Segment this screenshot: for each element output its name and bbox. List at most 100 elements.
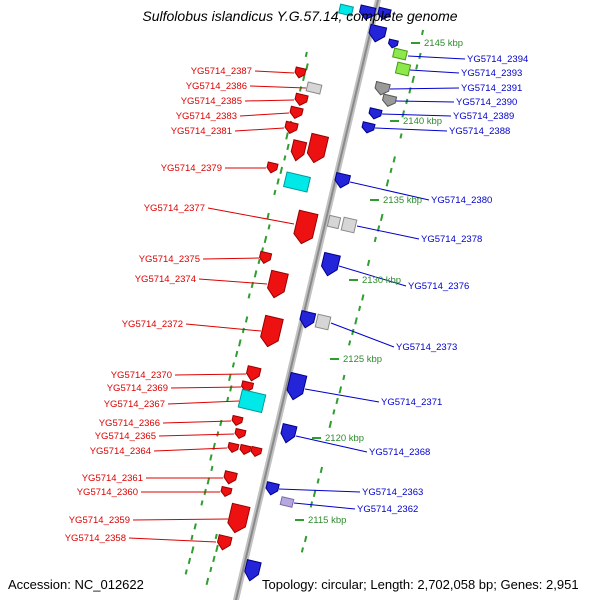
gene-YG5714_2386[interactable] [305,81,323,95]
gene-label-YG5714_2362[interactable]: YG5714_2362 [357,504,418,515]
gene-glyph[interactable] [220,485,233,498]
gene-glyph[interactable] [368,107,383,120]
gene-YG5714_2377[interactable] [292,209,319,246]
gene-glyph[interactable] [216,534,233,552]
gene-glyph[interactable] [298,310,317,330]
gene-label-YG5714_2370[interactable]: YG5714_2370 [111,370,172,381]
gene-glyph[interactable] [367,23,388,43]
gene-YG5714_2363[interactable] [265,481,280,496]
gene-glyph[interactable] [326,214,342,230]
gene-glyph[interactable] [279,496,295,508]
gene-YG5714_2359[interactable] [226,502,251,534]
gene-glyph[interactable] [240,380,255,393]
gene-YG5714_2360[interactable] [220,485,233,498]
gene-YG5714_2389[interactable] [368,107,383,120]
gene-glyph[interactable] [394,61,412,77]
gene-YG5714_2388[interactable] [361,121,376,134]
gene-YG5714_2378[interactable] [340,216,358,234]
gene-YG5714_2376[interactable] [320,251,341,277]
gene-label-YG5714_2389[interactable]: YG5714_2389 [453,111,514,122]
gene-label-YG5714_2381[interactable]: YG5714_2381 [171,126,232,137]
gene-label-YG5714_2368[interactable]: YG5714_2368 [369,447,430,458]
gene-unlabeled[interactable] [289,139,308,162]
gene-label-YG5714_2364[interactable]: YG5714_2364 [90,446,151,457]
gene-glyph[interactable] [279,423,298,445]
gene-label-YG5714_2361[interactable]: YG5714_2361 [82,473,143,484]
gene-YG5714_2381[interactable] [284,120,299,134]
gene-glyph[interactable] [381,93,398,108]
gene-unlabeled[interactable] [282,171,312,193]
gene-YG5714_2374[interactable] [266,269,289,299]
gene-unlabeled[interactable] [239,443,252,456]
gene-label-YG5714_2359[interactable]: YG5714_2359 [69,515,130,526]
gene-YG5714_2394[interactable] [392,47,408,61]
gene-YG5714_2370[interactable] [245,365,262,383]
gene-YG5714_2373[interactable] [314,313,332,331]
gene-glyph[interactable] [266,161,279,174]
gene-glyph[interactable] [237,388,267,414]
gene-glyph[interactable] [289,105,304,119]
gene-glyph[interactable] [314,313,332,331]
gene-glyph[interactable] [294,66,307,79]
gene-label-YG5714_2358[interactable]: YG5714_2358 [65,533,126,544]
gene-unlabeled[interactable] [367,23,388,43]
gene-glyph[interactable] [306,132,330,164]
gene-glyph[interactable] [338,3,354,17]
gene-label-YG5714_2385[interactable]: YG5714_2385 [181,96,242,107]
gene-glyph[interactable] [392,47,408,61]
gene-YG5714_2390[interactable] [381,93,398,108]
gene-glyph[interactable] [377,6,392,20]
gene-unlabeled[interactable] [387,38,399,49]
gene-label-YG5714_2390[interactable]: YG5714_2390 [456,97,517,108]
gene-YG5714_2369[interactable] [240,380,255,393]
gene-label-YG5714_2383[interactable]: YG5714_2383 [176,111,237,122]
gene-label-YG5714_2378[interactable]: YG5714_2378 [421,234,482,245]
gene-unlabeled[interactable] [306,132,330,164]
gene-YG5714_2361[interactable] [223,470,238,485]
gene-label-YG5714_2372[interactable]: YG5714_2372 [122,319,183,330]
gene-unlabeled[interactable] [358,4,377,21]
gene-label-YG5714_2365[interactable]: YG5714_2365 [95,431,156,442]
gene-label-YG5714_2387[interactable]: YG5714_2387 [191,66,252,77]
gene-YG5714_2368[interactable] [279,423,298,445]
gene-YG5714_2366[interactable] [231,414,244,427]
gene-glyph[interactable] [227,441,240,454]
gene-glyph[interactable] [340,216,358,234]
gene-label-YG5714_2376[interactable]: YG5714_2376 [408,281,469,292]
gene-glyph[interactable] [334,171,352,190]
gene-glyph[interactable] [250,445,263,458]
gene-glyph[interactable] [266,269,289,299]
gene-YG5714_2365[interactable] [234,427,247,440]
gene-YG5714_2379[interactable] [266,161,279,174]
gene-label-YG5714_2373[interactable]: YG5714_2373 [396,342,457,353]
gene-glyph[interactable] [289,139,308,162]
gene-glyph[interactable] [234,427,247,440]
gene-label-YG5714_2375[interactable]: YG5714_2375 [139,254,200,265]
gene-label-YG5714_2388[interactable]: YG5714_2388 [449,126,510,137]
gene-YG5714_2385[interactable] [294,92,309,106]
gene-glyph[interactable] [285,371,308,402]
gene-YG5714_2393[interactable] [394,61,412,77]
gene-glyph[interactable] [245,365,262,383]
gene-glyph[interactable] [243,559,262,583]
gene-label-YG5714_2363[interactable]: YG5714_2363 [362,487,423,498]
gene-label-YG5714_2386[interactable]: YG5714_2386 [186,81,247,92]
gene-label-YG5714_2367[interactable]: YG5714_2367 [104,399,165,410]
gene-unlabeled[interactable] [243,559,262,583]
gene-unlabeled[interactable] [250,445,263,458]
gene-label-YG5714_2394[interactable]: YG5714_2394 [467,54,528,65]
gene-YG5714_2380[interactable] [334,171,352,190]
gene-YG5714_2383[interactable] [289,105,304,119]
gene-label-YG5714_2379[interactable]: YG5714_2379 [161,163,222,174]
gene-YG5714_2362[interactable] [279,496,295,508]
gene-glyph[interactable] [265,481,280,496]
gene-glyph[interactable] [320,251,341,277]
gene-unlabeled[interactable] [298,310,317,330]
gene-glyph[interactable] [239,443,252,456]
gene-glyph[interactable] [231,414,244,427]
gene-glyph[interactable] [358,4,377,21]
gene-glyph[interactable] [387,38,399,49]
gene-glyph[interactable] [361,121,376,134]
gene-glyph[interactable] [259,314,284,348]
gene-glyph[interactable] [294,92,309,106]
